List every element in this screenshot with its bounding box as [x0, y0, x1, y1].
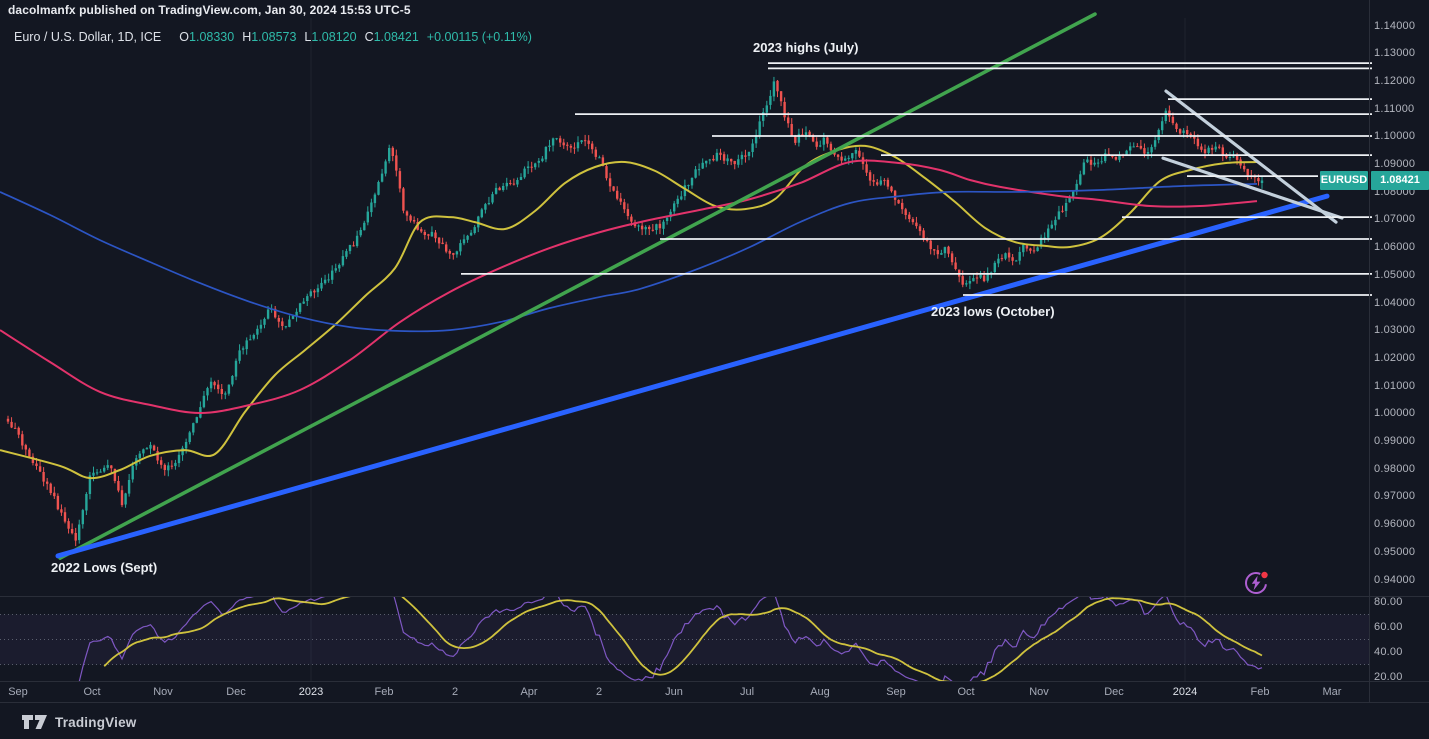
- icon-circle: [1245, 572, 1267, 594]
- change-value: +0.00115 (+0.11%): [426, 30, 532, 44]
- price-tick-label: 1.02000: [1374, 351, 1416, 364]
- price-tick-label: 1.00000: [1374, 407, 1416, 420]
- notification-dot: [1261, 571, 1268, 579]
- technicals-lightning-icon[interactable]: [1242, 568, 1272, 598]
- price-tick-label: 1.11000: [1374, 102, 1415, 115]
- price-tick-label: 0.95000: [1374, 545, 1416, 558]
- time-tick-label: Oct: [83, 686, 101, 698]
- ticker-badge: EURUSD: [1320, 171, 1368, 191]
- ohlc-values: O1.08330 H1.08573 L1.08120 C1.08421: [171, 30, 419, 44]
- price-tick-label: 1.07000: [1374, 213, 1416, 226]
- ohlc-field-label: H: [242, 30, 252, 44]
- price-tick-label: 0.96000: [1374, 518, 1416, 531]
- price-axis[interactable]: 1.14000 1.13000 1.12000 1.11000 1.10000 1.090…: [1370, 0, 1429, 702]
- price-tick-label: 0.99000: [1374, 435, 1416, 447]
- ohlc-field-value: 1.08421: [373, 30, 419, 44]
- time-tick-label: Dec: [1104, 686, 1124, 698]
- price-tick-label: 0.97000: [1374, 490, 1416, 503]
- price-tick-label: 1.12000: [1374, 74, 1416, 87]
- time-tick-label: Aug: [810, 686, 830, 698]
- time-tick-label: 2023: [298, 686, 324, 698]
- annotation-2023-lows: 2023 lows (October): [931, 304, 1055, 319]
- time-tick-label: Jun: [665, 686, 683, 698]
- time-tick-label: Nov: [1029, 686, 1049, 698]
- lightning-bolt-glyph: [1251, 575, 1261, 591]
- time-tick-label: Mar: [1322, 686, 1342, 698]
- price-tick-label: 1.06000: [1374, 241, 1416, 254]
- time-tick-label: Apr: [520, 686, 538, 698]
- price-tick-label: 1.09000: [1374, 158, 1416, 170]
- time-tick-label: Nov: [153, 686, 173, 698]
- time-tick-label: Sep: [8, 686, 28, 698]
- price-tick-label: 0.94000: [1374, 573, 1416, 586]
- time-tick-label: 2: [451, 686, 459, 698]
- time-tick-label: 2024: [1172, 686, 1198, 698]
- time-tick-label: Feb: [1250, 686, 1270, 698]
- last-price-badge: 1.08421: [1371, 171, 1429, 191]
- time-tick-label: Feb: [374, 686, 394, 698]
- price-tick-label: 1.14000: [1374, 19, 1416, 32]
- rsi-tick-label: 60.00: [1374, 620, 1403, 633]
- price-tick-label: 1.04000: [1374, 296, 1416, 309]
- time-tick-label: Sep: [886, 686, 906, 698]
- time-tick-label: Oct: [957, 686, 975, 698]
- price-tick-label: 1.10000: [1374, 130, 1416, 143]
- time-tick-label: Dec: [226, 686, 246, 698]
- rsi-tick-label: 20.00: [1374, 670, 1403, 683]
- ohlc-field-label: L: [304, 30, 312, 44]
- rsi-tick-label: 40.00: [1374, 645, 1403, 658]
- price-tick-label: 0.98000: [1374, 462, 1416, 475]
- ohlc-field-label: C: [364, 30, 374, 44]
- symbol-legend: Euro / U.S. Dollar, 1D, ICE O1.08330 H1.08…: [14, 30, 532, 44]
- price-tick-label: 1.01000: [1374, 379, 1416, 392]
- ohlc-field-value: 1.08120: [311, 30, 357, 44]
- symbol-title: Euro / U.S. Dollar, 1D, ICE: [14, 30, 162, 44]
- tradingview-mark-icon: [22, 715, 47, 729]
- annotation-2022-lows: 2022 Lows (Sept): [51, 560, 158, 575]
- ohlc-field-label: O: [179, 30, 190, 44]
- price-tick-label: 1.05000: [1374, 268, 1416, 281]
- price-tick-label: 1.03000: [1374, 324, 1416, 337]
- tradingview-logo[interactable]: TradingView: [22, 712, 136, 732]
- tradingview-wordmark: TradingView: [55, 714, 137, 730]
- ohlc-field-value: 1.08330: [189, 30, 235, 44]
- rsi-tick-label: 80.00: [1374, 595, 1403, 608]
- annotation-2023-highs: 2023 highs (July): [753, 40, 859, 55]
- time-tick-label: Jul: [739, 686, 755, 698]
- publish-bar: dacolmanfx published on TradingView.com,…: [8, 3, 411, 17]
- ohlc-field-value: 1.08573: [251, 30, 297, 44]
- time-tick-label: 2: [595, 686, 603, 698]
- time-axis[interactable]: Sep Oct Nov Dec 2023 Feb 2 Apr 2 Jun Jul Aug Sep Oct N…: [0, 682, 1369, 702]
- price-tick-label: 1.13000: [1374, 47, 1416, 60]
